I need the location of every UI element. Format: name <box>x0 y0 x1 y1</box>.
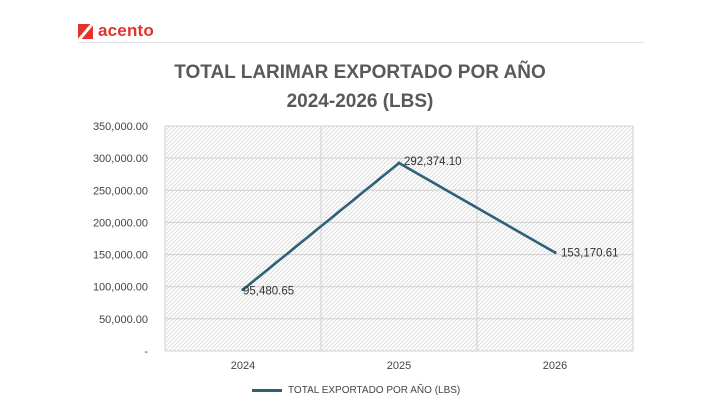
data-point <box>397 161 401 165</box>
brand-name: acento <box>98 21 154 40</box>
legend: TOTAL EXPORTADO POR AÑO (LBS) <box>252 385 460 396</box>
y-tick-label: 100,000.00 <box>93 282 148 294</box>
x-tick-label: 2025 <box>387 360 411 372</box>
brand-logo: acento <box>78 21 154 41</box>
y-tick-label: 150,000.00 <box>93 250 148 262</box>
data-point <box>241 288 245 292</box>
x-tick-label: 2026 <box>543 360 567 372</box>
y-tick-label: 300,000.00 <box>93 153 148 165</box>
slash-logo-icon <box>78 23 93 39</box>
x-tick-label: 2024 <box>231 360 255 372</box>
y-tick-label: 200,000.00 <box>93 217 148 229</box>
chart-title-line-1: TOTAL LARIMAR EXPORTADO POR AÑO <box>174 62 546 83</box>
legend-label: TOTAL EXPORTADO POR AÑO (LBS) <box>288 385 461 396</box>
header-divider <box>78 42 644 43</box>
y-tick-label: - <box>144 346 148 358</box>
chart-title: TOTAL LARIMAR EXPORTADO POR AÑO 2024-202… <box>130 58 590 116</box>
plot-area <box>165 126 633 351</box>
y-tick-label: 250,000.00 <box>93 185 148 197</box>
data-label: 153,170.61 <box>561 248 619 260</box>
data-label: 292,374.10 <box>404 156 462 168</box>
legend-swatch <box>252 389 282 392</box>
data-label: 95,480.65 <box>243 286 294 298</box>
y-tick-label: 50,000.00 <box>99 314 148 326</box>
chart-title-line-2: 2024-2026 (LBS) <box>286 91 434 112</box>
data-point <box>553 250 557 255</box>
y-tick-label: 350,000.00 <box>93 121 148 133</box>
